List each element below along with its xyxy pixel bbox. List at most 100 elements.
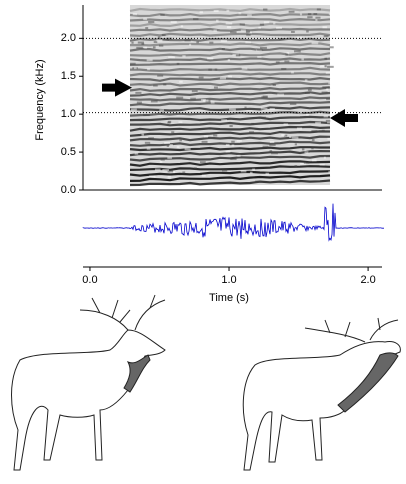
noise <box>182 171 186 174</box>
noise <box>160 158 165 161</box>
noise <box>240 29 246 32</box>
noise <box>201 140 208 143</box>
noise <box>265 172 270 175</box>
noise <box>238 12 242 15</box>
noise <box>203 135 209 138</box>
noise <box>228 75 232 78</box>
vocal-tract <box>123 354 151 393</box>
noise <box>301 148 305 151</box>
noise <box>321 91 328 94</box>
noise <box>315 16 321 19</box>
noise <box>213 86 218 89</box>
noise <box>229 125 233 128</box>
noise <box>198 76 204 79</box>
harmonic <box>129 22 331 28</box>
noise <box>323 35 329 38</box>
noise <box>281 133 286 136</box>
noise <box>200 161 206 164</box>
noise <box>196 41 199 44</box>
noise <box>199 11 203 14</box>
noise <box>300 162 307 165</box>
noise <box>221 119 228 122</box>
noise <box>182 55 186 58</box>
noise <box>164 141 170 144</box>
y-tick-label: 0.0 <box>61 184 76 196</box>
noise <box>307 13 312 16</box>
harmonic <box>129 7 331 13</box>
noise <box>193 18 199 21</box>
noise <box>180 25 184 28</box>
y-tick-label: 1.0 <box>61 108 76 120</box>
noise <box>221 48 225 51</box>
noise <box>159 160 163 163</box>
right-deer <box>242 317 401 471</box>
noise <box>144 46 148 49</box>
noise <box>167 170 174 173</box>
noise <box>291 71 294 74</box>
noise <box>237 154 241 157</box>
noise <box>219 77 226 80</box>
harmonic <box>129 76 331 82</box>
noise <box>207 57 214 60</box>
noise <box>145 27 149 30</box>
harmonic <box>130 66 331 72</box>
noise <box>225 143 230 146</box>
noise <box>288 10 295 13</box>
noise <box>230 31 237 34</box>
noise <box>329 46 334 49</box>
harmonic <box>129 101 331 107</box>
noise <box>191 90 196 93</box>
harmonic <box>129 47 331 52</box>
y-tick-label: 2.0 <box>61 32 76 44</box>
noise <box>176 62 180 65</box>
vocal-tract <box>337 352 399 413</box>
noise <box>327 121 333 124</box>
noise <box>311 159 317 162</box>
harmonic <box>129 72 331 77</box>
noise <box>260 107 268 110</box>
noise <box>328 82 336 85</box>
harmonic <box>129 140 331 147</box>
noise <box>273 22 276 25</box>
noise <box>328 170 333 173</box>
noise <box>258 26 262 29</box>
noise <box>225 22 233 25</box>
noise <box>299 13 303 16</box>
harmonic <box>129 91 331 97</box>
noise <box>259 46 267 49</box>
noise <box>229 108 236 111</box>
noise <box>315 18 318 21</box>
noise <box>307 16 313 19</box>
noise <box>289 135 292 138</box>
noise <box>184 148 191 151</box>
noise <box>213 29 217 32</box>
noise <box>296 36 303 39</box>
harmonic <box>129 96 331 102</box>
harmonic <box>129 57 331 62</box>
spectrogram <box>129 5 336 187</box>
noise <box>276 26 282 29</box>
noise <box>269 150 273 153</box>
noise <box>294 165 298 168</box>
x-tick-label: 2.0 <box>360 274 375 286</box>
noise <box>136 101 142 104</box>
noise <box>246 33 251 36</box>
noise <box>150 100 158 103</box>
noise <box>189 43 192 46</box>
noise <box>328 13 335 16</box>
noise <box>162 169 170 172</box>
noise <box>269 141 275 144</box>
noise <box>249 171 253 174</box>
arrow <box>330 108 358 127</box>
noise <box>257 55 262 58</box>
noise <box>170 21 177 24</box>
noise <box>285 53 288 56</box>
noise <box>231 140 235 143</box>
noise <box>316 8 321 11</box>
noise <box>239 23 245 26</box>
noise <box>137 41 144 44</box>
harmonic <box>129 130 331 137</box>
noise <box>161 112 164 115</box>
noise <box>167 121 171 124</box>
